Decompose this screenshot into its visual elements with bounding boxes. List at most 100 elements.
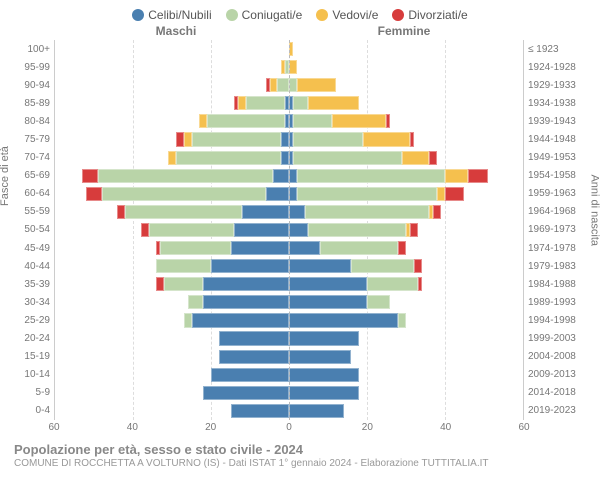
bar-row xyxy=(55,330,289,348)
birth-label: 1959-1963 xyxy=(528,188,588,199)
bar-segment-vedovi xyxy=(308,96,359,110)
bar-row xyxy=(55,311,289,329)
bar-segment-celibi xyxy=(289,368,359,382)
bar-segment-celibi xyxy=(289,187,297,201)
bar-segment-celibi xyxy=(203,295,289,309)
y-axis-left-title: Fasce di età xyxy=(0,146,11,206)
bar-segment-divorziati xyxy=(141,223,149,237)
bar-segment-coniugati xyxy=(160,241,230,255)
bar-row xyxy=(289,366,523,384)
bar-row xyxy=(289,130,523,148)
bar-segment-divorziati xyxy=(176,132,184,146)
bar-segment-vedovi xyxy=(168,151,176,165)
bar-segment-coniugati xyxy=(398,313,406,327)
x-tick: 40 xyxy=(440,422,451,433)
bar-row xyxy=(289,185,523,203)
pyramid-area: 100+95-9990-9485-8980-8475-7970-7465-696… xyxy=(12,40,588,420)
bar-segment-coniugati xyxy=(188,295,204,309)
bar-segment-coniugati xyxy=(293,151,402,165)
birth-label: ≤ 1923 xyxy=(528,44,588,55)
bar-segment-celibi xyxy=(289,313,398,327)
birth-label: 1934-1938 xyxy=(528,98,588,109)
bar-segment-divorziati xyxy=(468,169,487,183)
bar-row xyxy=(55,130,289,148)
birth-label: 2019-2023 xyxy=(528,405,588,416)
age-label: 65-69 xyxy=(12,170,50,181)
bar-segment-coniugati xyxy=(176,151,281,165)
birth-label: 1974-1978 xyxy=(528,243,588,254)
bar-row xyxy=(289,384,523,402)
birth-label: 1954-1958 xyxy=(528,170,588,181)
bar-row xyxy=(55,112,289,130)
bar-segment-celibi xyxy=(203,277,289,291)
bar-row xyxy=(289,221,523,239)
bar-row xyxy=(55,40,289,58)
legend: Celibi/NubiliConiugati/eVedovi/eDivorzia… xyxy=(12,6,588,22)
bar-segment-celibi xyxy=(289,386,359,400)
bar-segment-vedovi xyxy=(289,60,297,74)
birth-label: 1994-1998 xyxy=(528,315,588,326)
bar-segment-celibi xyxy=(231,241,290,255)
bar-segment-vedovi xyxy=(297,78,336,92)
bar-segment-celibi xyxy=(281,151,289,165)
bar-segment-coniugati xyxy=(277,78,289,92)
male-bars xyxy=(55,40,289,420)
x-tick: 20 xyxy=(205,422,216,433)
x-tick: 60 xyxy=(518,422,529,433)
bar-segment-divorziati xyxy=(86,187,102,201)
bar-segment-divorziati xyxy=(386,114,390,128)
bar-segment-celibi xyxy=(289,277,367,291)
bar-row xyxy=(55,257,289,275)
bar-segment-celibi xyxy=(219,350,289,364)
gender-header: Maschi Femmine xyxy=(12,24,588,38)
bar-segment-coniugati xyxy=(149,223,235,237)
bar-row xyxy=(55,185,289,203)
bar-segment-vedovi xyxy=(270,78,278,92)
bar-segment-coniugati xyxy=(246,96,285,110)
x-axis: 6040200204060 xyxy=(12,420,588,438)
bar-segment-coniugati xyxy=(207,114,285,128)
birth-label: 1939-1943 xyxy=(528,116,588,127)
birth-label: 1979-1983 xyxy=(528,261,588,272)
age-label: 75-79 xyxy=(12,134,50,145)
bar-segment-celibi xyxy=(219,331,289,345)
birth-label: 1999-2003 xyxy=(528,333,588,344)
chart-footer: Popolazione per età, sesso e stato civil… xyxy=(12,438,588,469)
bar-segment-coniugati xyxy=(102,187,266,201)
bar-segment-celibi xyxy=(289,205,305,219)
birth-label: 1924-1928 xyxy=(528,62,588,73)
x-tick: 40 xyxy=(127,422,138,433)
birth-label: 1929-1933 xyxy=(528,80,588,91)
bar-segment-coniugati xyxy=(293,132,363,146)
bar-row xyxy=(55,76,289,94)
y-axis-right-title: Anni di nascita xyxy=(589,174,600,246)
birth-label: 1969-1973 xyxy=(528,224,588,235)
bar-segment-coniugati xyxy=(293,114,332,128)
age-label: 5-9 xyxy=(12,387,50,398)
birth-label: 1944-1948 xyxy=(528,134,588,145)
bar-segment-divorziati xyxy=(433,205,441,219)
bar-segment-celibi xyxy=(266,187,289,201)
bar-segment-coniugati xyxy=(308,223,406,237)
bar-segment-celibi xyxy=(289,259,351,273)
bar-row xyxy=(55,94,289,112)
bar-segment-divorziati xyxy=(429,151,437,165)
age-label: 50-54 xyxy=(12,224,50,235)
bar-row xyxy=(289,40,523,58)
birth-label: 1989-1993 xyxy=(528,297,588,308)
legend-item: Vedovi/e xyxy=(316,8,378,22)
bar-row xyxy=(55,203,289,221)
age-label: 90-94 xyxy=(12,80,50,91)
bar-segment-divorziati xyxy=(445,187,464,201)
bar-segment-vedovi xyxy=(363,132,410,146)
bar-segment-celibi xyxy=(289,169,297,183)
age-label: 60-64 xyxy=(12,188,50,199)
bar-row xyxy=(289,94,523,112)
bar-segment-vedovi xyxy=(184,132,192,146)
bar-row xyxy=(55,239,289,257)
bar-row xyxy=(289,293,523,311)
age-label: 35-39 xyxy=(12,279,50,290)
legend-item: Celibi/Nubili xyxy=(132,8,211,22)
bar-segment-celibi xyxy=(289,350,351,364)
bar-segment-celibi xyxy=(289,241,320,255)
